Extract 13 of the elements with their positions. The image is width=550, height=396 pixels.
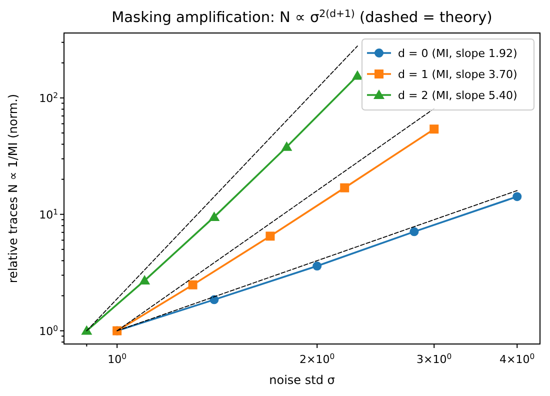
x-tick-label: 2×10$^{0}$ (300, 352, 335, 366)
y-axis-title: relative traces N ∝ 1/MI (norm.) (6, 94, 20, 284)
legend-label: d = 2 (MI, slope 5.40) (398, 89, 518, 102)
legend-label: d = 1 (MI, slope 3.70) (398, 68, 518, 81)
chart-title: Masking amplification: N ∝ σ$^{2(d+1)}$ (dashed = theory) (112, 8, 492, 26)
y-tick-label: 10$^{2}$ (39, 90, 58, 105)
legend-label: d = 0 (MI, slope 1.92) (398, 47, 518, 60)
y-tick-label: 10$^{1}$ (39, 206, 58, 222)
y-tick-label: 10$^{0}$ (39, 323, 58, 338)
x-tick-label: 4×10$^{0}$ (500, 352, 535, 366)
x-tick-label: 10$^{0}$ (108, 352, 127, 366)
x-tick-label: 3×10$^{0}$ (416, 352, 452, 366)
x-axis-title: noise std σ (269, 373, 336, 387)
